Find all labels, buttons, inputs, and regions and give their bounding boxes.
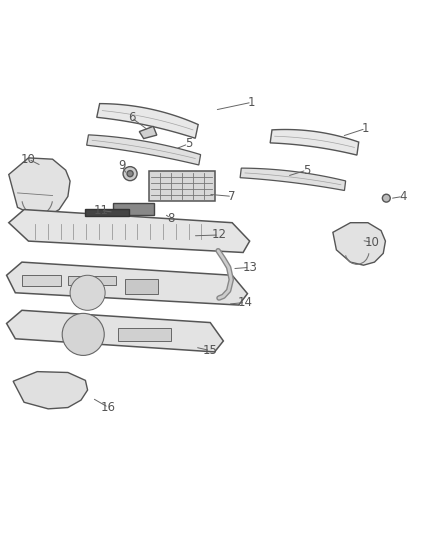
Polygon shape: [9, 158, 70, 216]
Text: 10: 10: [21, 152, 36, 166]
Text: 15: 15: [203, 344, 218, 357]
Polygon shape: [7, 310, 223, 352]
Polygon shape: [7, 262, 247, 305]
Bar: [113, 204, 154, 215]
Bar: [85, 209, 129, 216]
Circle shape: [382, 194, 390, 202]
Text: 1: 1: [362, 122, 370, 135]
Text: 12: 12: [212, 229, 226, 241]
Text: 7: 7: [228, 190, 236, 203]
Text: 8: 8: [167, 212, 174, 225]
Text: 5: 5: [185, 138, 192, 150]
Bar: [118, 328, 171, 341]
Text: 11: 11: [93, 204, 108, 217]
Polygon shape: [97, 103, 198, 138]
Circle shape: [62, 313, 104, 356]
Text: 16: 16: [101, 401, 116, 414]
Text: 4: 4: [399, 190, 407, 203]
Polygon shape: [240, 168, 346, 190]
Text: 6: 6: [127, 111, 135, 124]
Polygon shape: [139, 126, 157, 139]
Polygon shape: [333, 223, 385, 265]
Bar: [68, 276, 116, 285]
Polygon shape: [13, 372, 88, 409]
Bar: [22, 275, 61, 286]
Text: 9: 9: [118, 159, 126, 172]
Bar: [149, 171, 215, 201]
Circle shape: [70, 275, 105, 310]
Circle shape: [127, 171, 133, 177]
Text: 5: 5: [303, 164, 310, 176]
Polygon shape: [87, 135, 201, 165]
Circle shape: [123, 167, 137, 181]
Text: 10: 10: [365, 236, 380, 249]
Text: 14: 14: [238, 296, 253, 309]
Polygon shape: [9, 209, 250, 253]
Bar: [125, 279, 158, 294]
Text: 1: 1: [248, 96, 256, 109]
Text: 13: 13: [242, 261, 257, 274]
Polygon shape: [270, 130, 359, 155]
